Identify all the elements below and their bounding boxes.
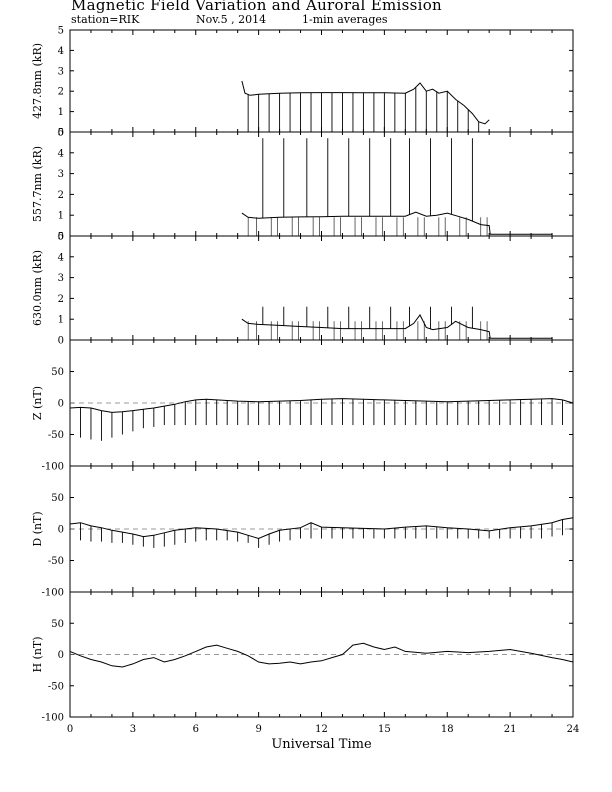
x-tick-label: 18 [441, 724, 454, 735]
y-axis-label: 630.0nm (kR) [31, 250, 44, 326]
y-tick-label: 2 [58, 190, 64, 201]
y-tick-label: 50 [51, 367, 64, 378]
y-tick-label: -50 [48, 556, 64, 567]
x-tick-label: 12 [315, 724, 328, 735]
y-tick-label: 0 [58, 650, 64, 661]
x-axis-label: Universal Time [271, 737, 372, 752]
y-tick-label: 0 [58, 336, 64, 347]
y-tick-label: 0 [58, 128, 64, 139]
x-tick-label: 6 [193, 724, 199, 735]
y-tick-label: -50 [48, 430, 64, 441]
y-tick-label: -100 [42, 713, 64, 724]
y-tick-label: 1 [58, 107, 64, 118]
y-tick-label: 1 [58, 211, 64, 222]
y-axis-label: H (nT) [31, 636, 44, 672]
y-axis-label: 557.7nm (kR) [31, 146, 44, 222]
y-tick-label: 50 [51, 493, 64, 504]
y-tick-label: 2 [58, 87, 64, 98]
y-tick-label: -100 [42, 462, 64, 473]
x-tick-label: 15 [378, 724, 391, 735]
y-axis-label: 427.8nm (kR) [31, 43, 44, 119]
y-tick-label: 1 [58, 315, 64, 326]
x-tick-label: 21 [504, 724, 517, 735]
y-tick-label: -50 [48, 681, 64, 692]
series-line [69, 398, 574, 413]
y-tick-label: 4 [58, 46, 64, 57]
date-label: Nov.5 , 2014 [196, 13, 267, 26]
y-tick-label: 4 [58, 148, 64, 159]
y-tick-label: -100 [42, 588, 64, 599]
y-tick-label: 3 [58, 273, 64, 284]
series-line [241, 211, 552, 235]
station-label: station=RIK [71, 13, 140, 26]
y-tick-label: 0 [58, 525, 64, 536]
y-tick-label: 5 [58, 232, 64, 243]
y-tick-label: 5 [58, 26, 64, 37]
y-tick-label: 3 [58, 169, 64, 180]
y-tick-label: 3 [58, 66, 64, 77]
chart-title: Magnetic Field Variation and Auroral Emi… [71, 0, 442, 14]
x-tick-label: 9 [255, 724, 261, 735]
x-tick-label: 24 [567, 724, 580, 735]
series-line [241, 314, 552, 339]
y-tick-label: 0 [58, 232, 64, 243]
y-axis-label: D (nT) [31, 511, 44, 546]
y-tick-label: 5 [58, 128, 64, 139]
series-line [69, 517, 574, 540]
averaging-label: 1-min averages [302, 13, 388, 26]
y-tick-label: 0 [58, 399, 64, 410]
x-tick-label: 3 [130, 724, 136, 735]
y-tick-label: 50 [51, 619, 64, 630]
series-line [241, 80, 490, 125]
y-tick-label: 2 [58, 294, 64, 305]
series-line [69, 642, 574, 668]
y-axis-label: Z (nT) [31, 386, 44, 420]
panel-frame [69, 131, 574, 237]
panel-frame [69, 235, 574, 341]
y-tick-label: 4 [58, 252, 64, 263]
x-tick-label: 0 [67, 724, 73, 735]
